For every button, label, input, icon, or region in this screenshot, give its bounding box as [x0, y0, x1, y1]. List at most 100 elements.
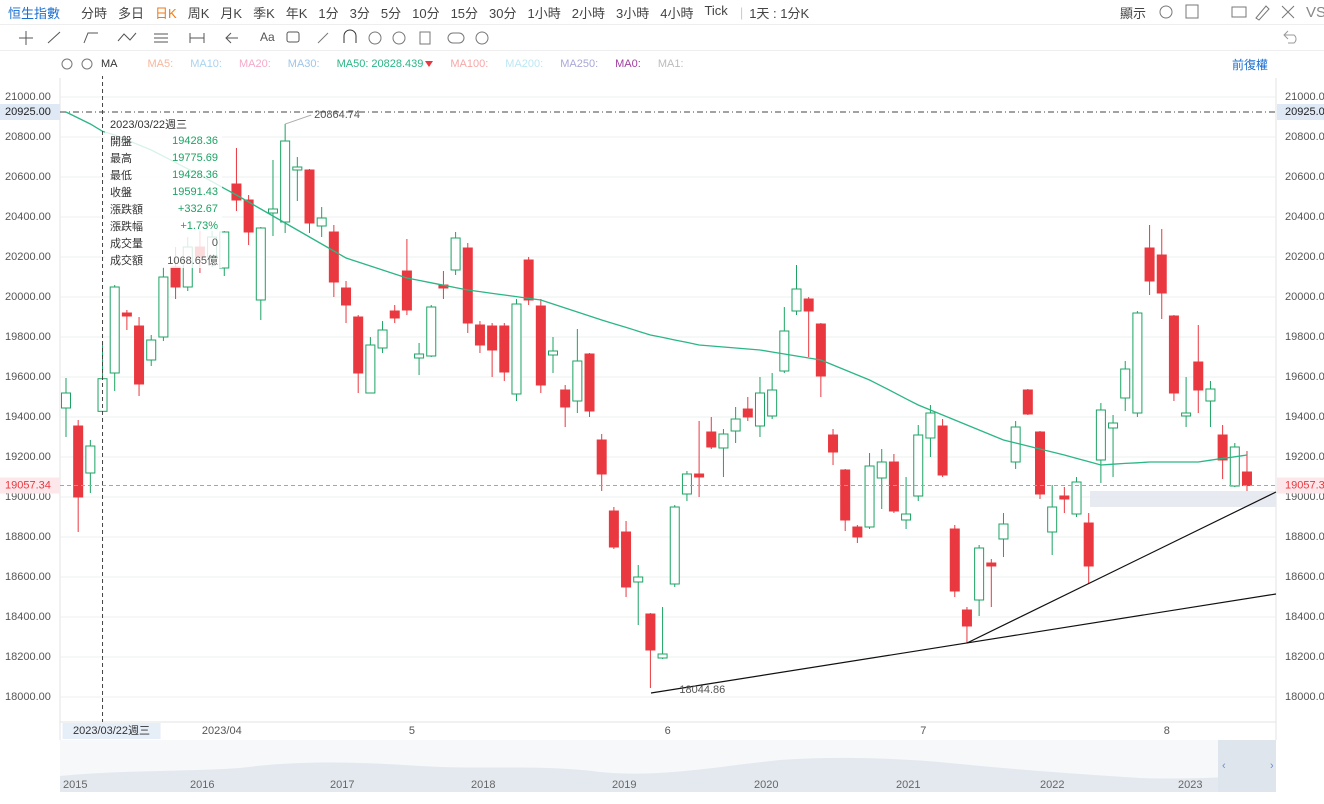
crosshair-date-label: 2023/03/22週三: [73, 724, 150, 737]
adjust-mode[interactable]: 前復權: [1231, 57, 1268, 72]
navigator-year: 2020: [754, 779, 778, 791]
note-tool[interactable]: [286, 31, 300, 43]
undo[interactable]: [1283, 30, 1297, 44]
fib-tool[interactable]: [154, 33, 168, 43]
candle-body: [974, 547, 985, 601]
camera-icon[interactable]: [1231, 6, 1247, 18]
candle-body: [767, 389, 778, 417]
down-triangle: [425, 61, 434, 67]
arrow-tool[interactable]: [225, 32, 238, 44]
layout-icon[interactable]: [1185, 4, 1199, 19]
period-button[interactable]: 周K: [187, 5, 210, 21]
period-button[interactable]: 多日: [118, 5, 145, 21]
compare[interactable]: VS: [1306, 4, 1324, 21]
ma-legend-item[interactable]: MA50:: [336, 58, 369, 70]
candle-body: [1047, 506, 1058, 533]
tooltip-label: 成交量: [110, 237, 143, 250]
fullscreen-icon[interactable]: [1281, 5, 1295, 19]
display-menu[interactable]: 顯示: [1119, 5, 1146, 21]
settings-icon[interactable]: [1159, 5, 1173, 19]
navigator-handle[interactable]: ‹: [1222, 760, 1226, 772]
candle-body: [158, 276, 169, 338]
ma-legend-item[interactable]: MA200:: [505, 58, 544, 70]
period-button[interactable]: 3小時: [615, 5, 650, 21]
navigator-window[interactable]: [1218, 740, 1276, 792]
candle-body: [633, 576, 644, 583]
indicator-close[interactable]: [81, 58, 93, 70]
y-tick-label-right: 18000.00: [1285, 691, 1324, 703]
period-button[interactable]: 4小時: [660, 5, 694, 21]
link-tool[interactable]: [447, 32, 465, 44]
candle-body: [450, 237, 461, 271]
indicator-settings[interactable]: [61, 58, 73, 70]
magnet-tool[interactable]: [343, 29, 357, 43]
candle-body: [1168, 315, 1179, 394]
tooltip-row: 漲跌幅 +1.73%: [105, 217, 222, 234]
measure-tool[interactable]: [189, 33, 205, 43]
x-tick-label: 8: [1164, 725, 1170, 737]
period-button[interactable]: 1小時: [527, 5, 561, 21]
ma-legend-item[interactable]: MA10:: [190, 58, 222, 70]
ma-line: [65, 111, 1248, 466]
period-button[interactable]: 5分: [380, 5, 402, 21]
candle-body: [523, 259, 534, 301]
delete-tool[interactable]: [419, 31, 431, 45]
period-button[interactable]: 2小時: [571, 5, 605, 21]
tooltip-label: 漲跌額: [110, 203, 143, 216]
candle-body: [828, 434, 839, 453]
period-button[interactable]: 年K: [285, 5, 308, 21]
lock-tool[interactable]: [368, 31, 382, 45]
candle-body: [280, 140, 291, 223]
ray-tool[interactable]: [83, 32, 98, 44]
x-tick-label: 7: [920, 725, 926, 737]
wave-tool[interactable]: [117, 32, 137, 42]
trend-line: [966, 491, 1277, 644]
ma-legend-item[interactable]: MA250:: [560, 58, 599, 70]
ma-legend-value: 20828.439: [371, 58, 424, 70]
ma-legend-item[interactable]: MA5:: [147, 58, 174, 70]
ma-legend-item[interactable]: MA100:: [450, 58, 489, 70]
navigator-year: 2021: [896, 779, 920, 791]
period-button[interactable]: 30分: [489, 5, 517, 21]
text-tool[interactable]: Aa: [260, 30, 275, 44]
ma-legend-item[interactable]: MA20:: [238, 58, 271, 70]
indicator-name[interactable]: MA: [101, 58, 118, 70]
period-button[interactable]: Tick: [704, 2, 728, 18]
tool-settings[interactable]: [475, 31, 489, 45]
candle-body: [121, 312, 132, 317]
y-tick-label-right: 20400.00: [1285, 211, 1324, 223]
period-button[interactable]: 分時: [81, 5, 108, 21]
period-button[interactable]: 季K: [253, 5, 275, 21]
period-button[interactable]: 月K: [220, 5, 243, 21]
candle-body: [61, 392, 71, 409]
symbol[interactable]: 恒生指數: [8, 5, 61, 21]
candle-body: [937, 425, 948, 476]
pen-icon[interactable]: [1255, 5, 1270, 21]
crosshair-price-box-right: [1277, 104, 1324, 120]
period-button[interactable]: 3分: [349, 5, 370, 21]
candle-body: [998, 523, 1009, 540]
ma-legend-item[interactable]: MA0:: [615, 58, 641, 70]
period-button[interactable]: 1分: [318, 5, 339, 21]
line-tool[interactable]: [47, 31, 61, 44]
eraser-tool[interactable]: [317, 32, 329, 44]
y-tick-label: 18200.00: [5, 651, 51, 663]
candle-body: [1095, 409, 1106, 461]
navigator-area: [60, 757, 1276, 792]
ma-legend-item[interactable]: MA30:: [287, 58, 320, 70]
candle-body: [316, 217, 327, 227]
y-tick-label: 21000.00: [5, 91, 51, 103]
hide-tool[interactable]: [392, 31, 406, 45]
period-button[interactable]: 10分: [412, 5, 440, 21]
cursor-tool[interactable]: [19, 31, 33, 45]
period-button[interactable]: 日K: [155, 5, 177, 21]
candle-body: [535, 305, 546, 386]
period-button[interactable]: 15分: [450, 5, 479, 21]
navigator-handle[interactable]: ›: [1270, 760, 1274, 772]
candle-body: [1144, 247, 1155, 282]
candle-body: [803, 298, 814, 312]
tooltip-value: 1068.65億: [167, 254, 218, 267]
interval[interactable]: 1天 : 1分K: [749, 5, 810, 21]
candle-body: [134, 325, 145, 385]
ma-legend-item[interactable]: MA1:: [657, 58, 684, 70]
